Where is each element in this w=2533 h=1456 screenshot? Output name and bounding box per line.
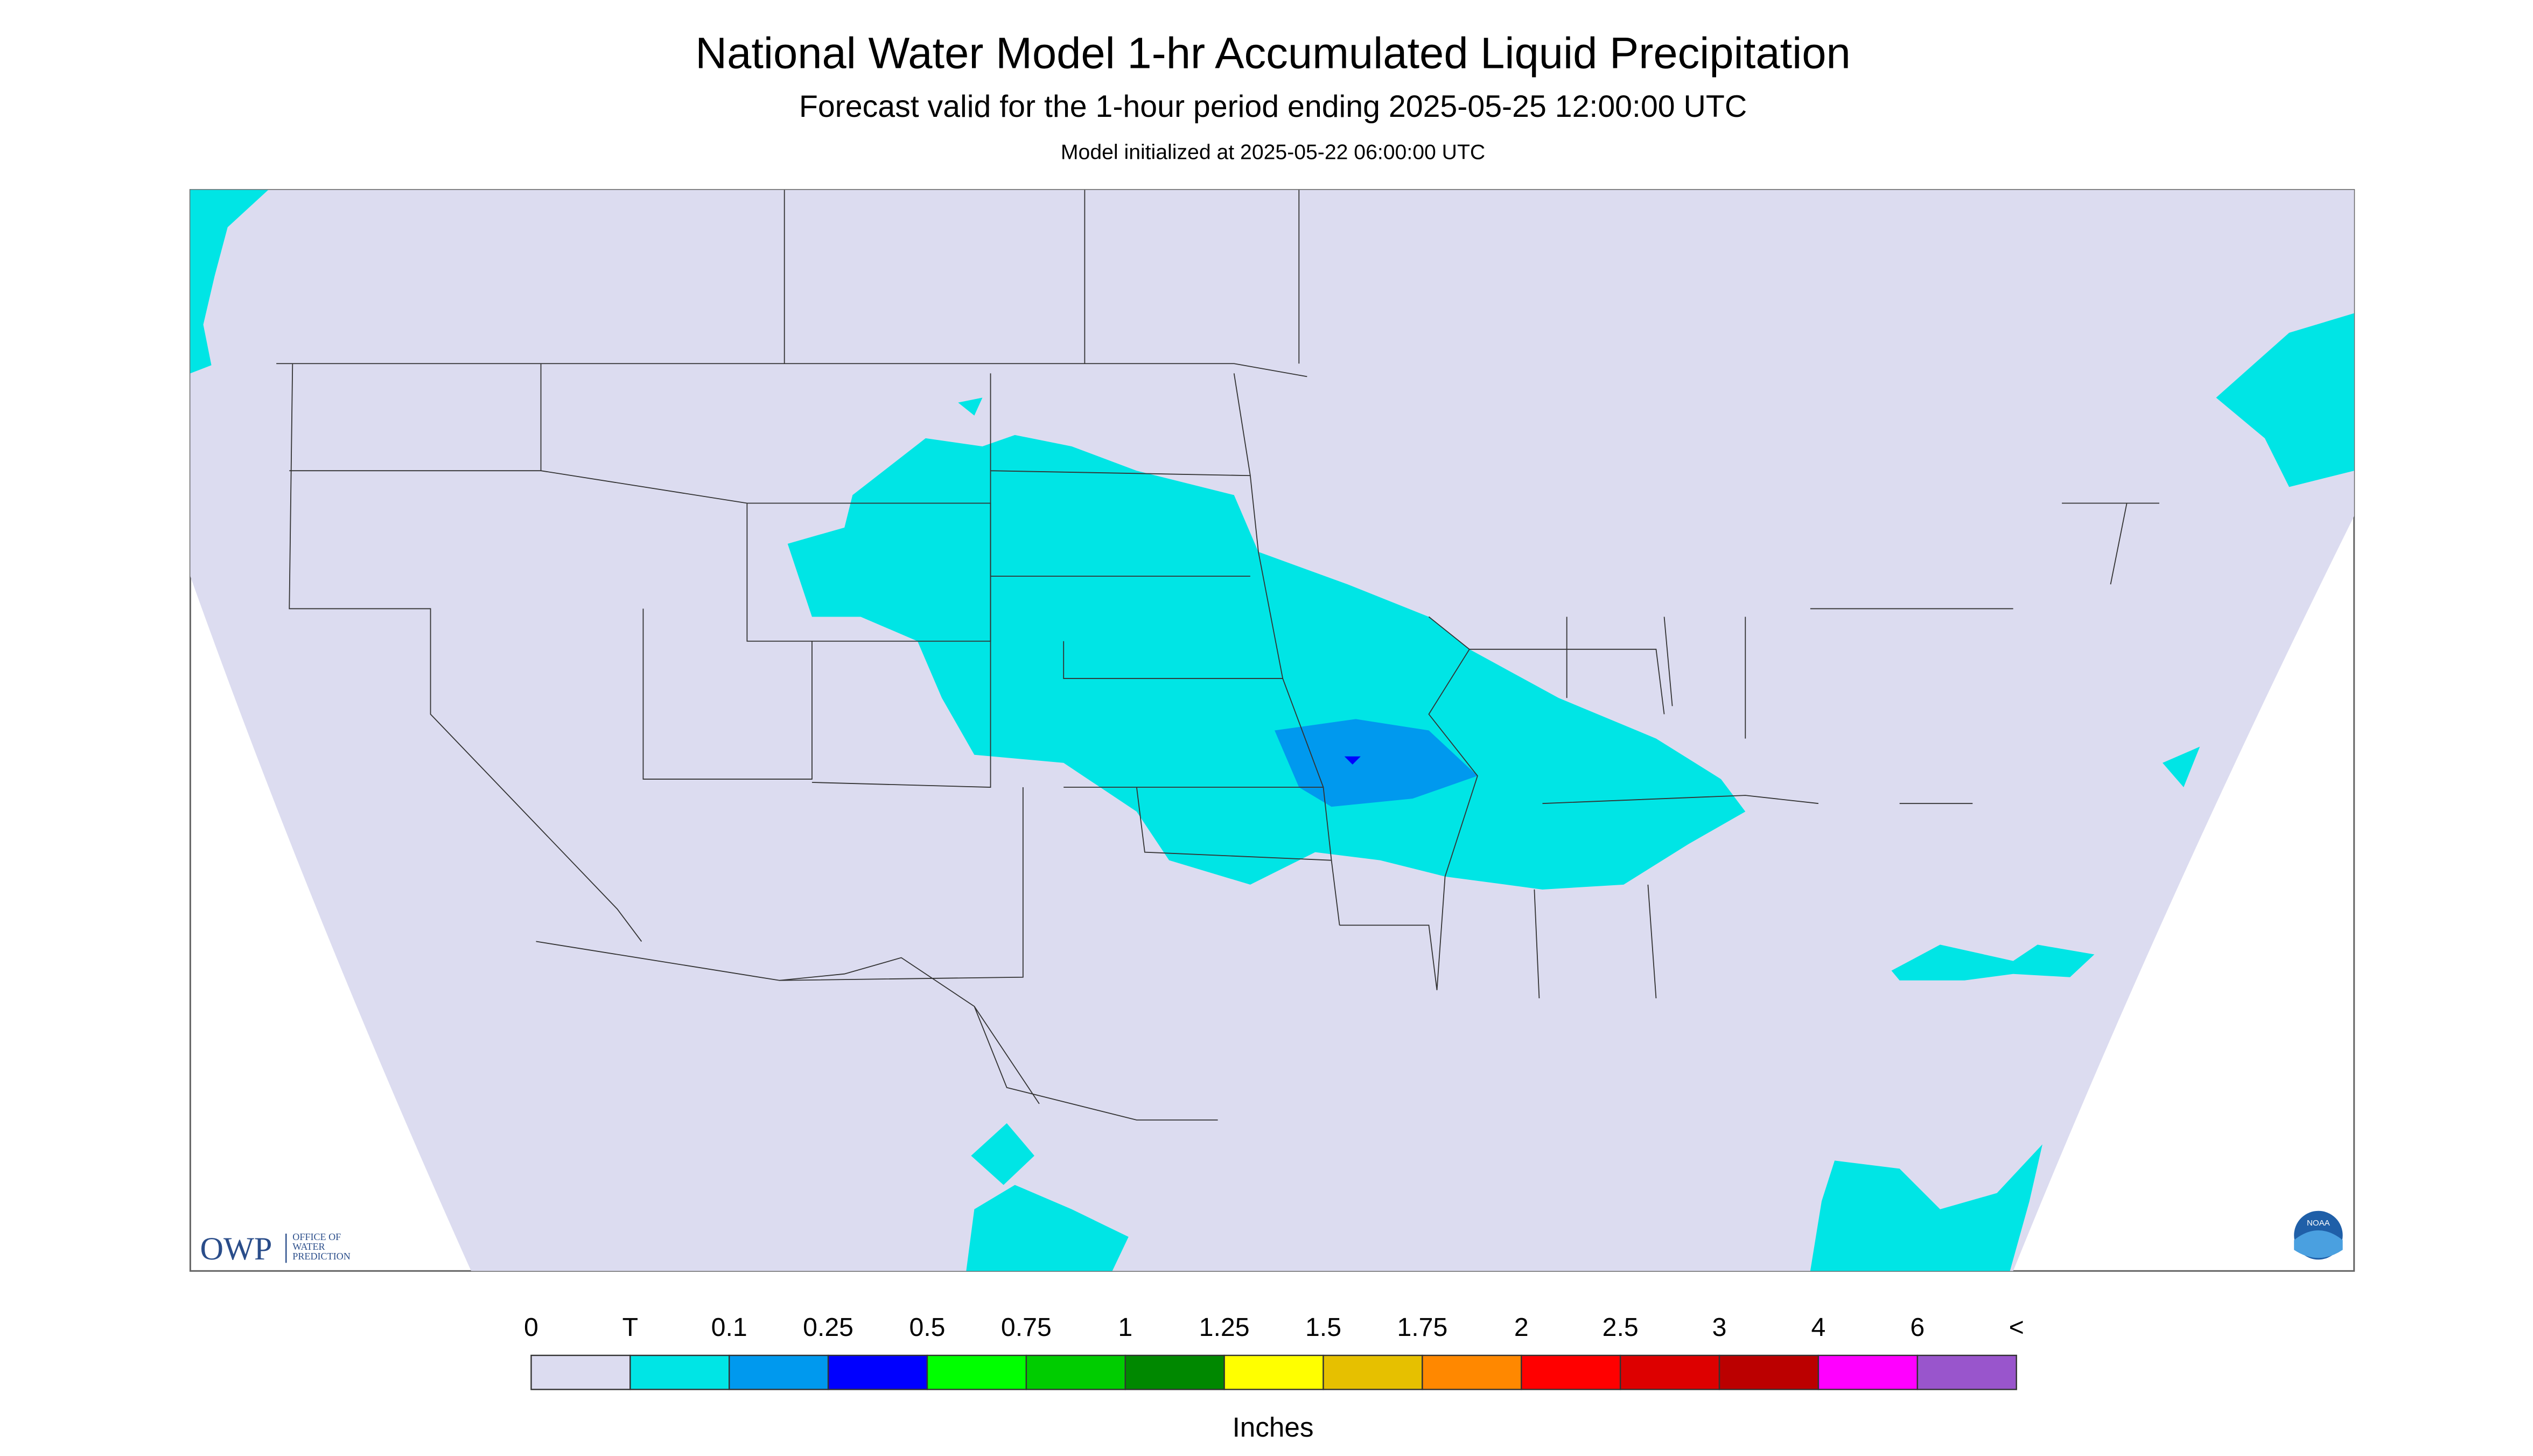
- owp-line: OFFICE OF: [292, 1231, 341, 1242]
- legend-swatch: [1223, 1354, 1324, 1390]
- legend-swatch: [1124, 1354, 1225, 1390]
- precip-0-25: [1344, 756, 1361, 765]
- borders: [276, 190, 2159, 1121]
- legend-unit: Inches: [1233, 1412, 1314, 1443]
- legend-label: 2: [1514, 1313, 1529, 1342]
- legend-swatch: [530, 1354, 631, 1390]
- owp-mark: OWP: [200, 1231, 272, 1267]
- legend-swatch: [926, 1354, 1027, 1390]
- legend-label: 1: [1118, 1313, 1132, 1342]
- legend-label: 0.75: [1001, 1313, 1052, 1342]
- owp-line: WATER: [292, 1241, 325, 1252]
- legend: 0 T 0.1 0.25 0.5 0.75 1 1.25 1.5 1.75 2 2.5 3 4 6 <: [524, 1313, 2024, 1390]
- noaa-logo: NOAA: [2291, 1207, 2346, 1263]
- noaa-text: NOAA: [2307, 1219, 2331, 1228]
- legend-swatch: [1817, 1354, 1919, 1390]
- legend-label: 1.75: [1397, 1313, 1447, 1342]
- subtitle: Forecast valid for the 1-hour period end…: [799, 89, 1747, 124]
- legend-label: <: [2009, 1313, 2024, 1342]
- legend-label: 6: [1910, 1313, 1925, 1342]
- legend-label: 3: [1712, 1313, 1727, 1342]
- map: OWP OFFICE OF WATER PREDICTION NOAA: [189, 189, 2355, 1272]
- legend-label: 1.25: [1199, 1313, 1250, 1342]
- legend-label: 4: [1811, 1313, 1826, 1342]
- owp-line: PREDICTION: [292, 1251, 350, 1262]
- legend-label: 0: [524, 1313, 538, 1342]
- legend-swatch: [1521, 1354, 1621, 1390]
- init-note: Model initialized at 2025-05-22 06:00:00…: [1061, 141, 1485, 164]
- legend-label: 1.5: [1305, 1313, 1341, 1342]
- title: National Water Model 1-hr Accumulated Li…: [695, 29, 1850, 78]
- precip-trace: [190, 190, 2354, 1271]
- legend-swatch: [1422, 1354, 1522, 1390]
- legend-swatch: [1718, 1354, 1820, 1390]
- legend-label: 2.5: [1603, 1313, 1639, 1342]
- legend-swatch: [1025, 1354, 1126, 1390]
- legend-label: 0.1: [711, 1313, 747, 1342]
- legend-swatch: [1323, 1354, 1423, 1390]
- legend-swatch: [1619, 1354, 1720, 1390]
- owp-logo: OWP OFFICE OF WATER PREDICTION: [200, 1231, 350, 1267]
- legend-swatch: [629, 1354, 730, 1390]
- legend-label: T: [622, 1313, 638, 1342]
- legend-swatch: [1916, 1354, 2017, 1390]
- legend-label: 0.25: [803, 1313, 853, 1342]
- legend-swatch: [827, 1354, 928, 1390]
- precip-0-1: [1275, 719, 1478, 807]
- legend-swatch: [728, 1354, 829, 1390]
- legend-label: 0.5: [909, 1313, 945, 1342]
